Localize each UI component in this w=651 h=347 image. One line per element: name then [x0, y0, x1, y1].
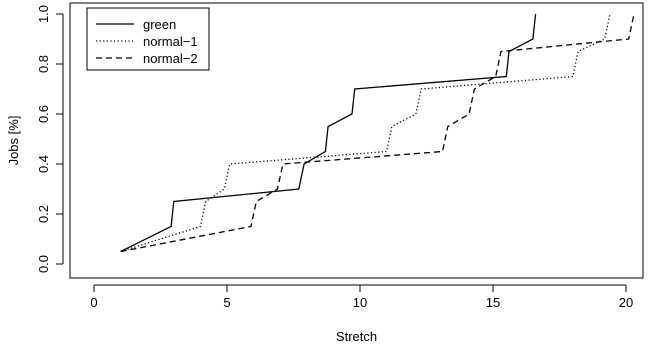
x-tick-label: 5 — [223, 295, 230, 310]
y-tick-label: 0.6 — [36, 105, 51, 123]
y-tick-label: 0.8 — [36, 55, 51, 73]
legend-label-1: green — [143, 17, 176, 32]
y-tick-label: 0.0 — [36, 255, 51, 273]
legend-label-2: normal−1 — [143, 34, 198, 49]
x-axis-title: Stretch — [336, 329, 377, 344]
y-tick-label: 0.2 — [36, 205, 51, 223]
legend: green normal−1 normal−2 — [86, 7, 210, 71]
axes: 0 5 10 15 20 0.0 0.2 0.4 0.6 0.8 1.0 — [36, 5, 633, 310]
series-line-1 — [120, 13, 537, 253]
x-tick-label: 10 — [353, 295, 367, 310]
series-line-3 — [120, 13, 635, 253]
legend-label-3: normal−2 — [143, 51, 198, 66]
x-tick-label: 15 — [486, 295, 500, 310]
x-tick-label: 0 — [90, 295, 97, 310]
series-line-2 — [120, 13, 611, 253]
series-layer — [120, 13, 635, 253]
y-tick-label: 1.0 — [36, 5, 51, 23]
y-tick-label: 0.4 — [36, 155, 51, 173]
x-tick-label: 20 — [619, 295, 633, 310]
plot-frame — [69, 2, 644, 279]
legend-box — [86, 7, 210, 71]
y-axis-title: Jobs [%] — [6, 116, 21, 166]
